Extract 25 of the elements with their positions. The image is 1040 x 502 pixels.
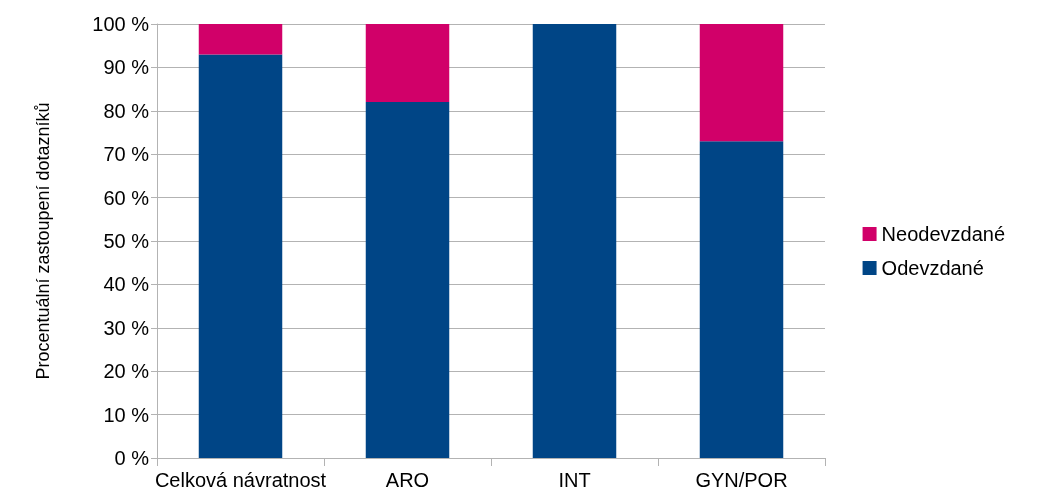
- bar: [699, 141, 784, 458]
- y-tick-label: 60 %: [103, 186, 150, 209]
- bar: [365, 102, 450, 458]
- legend-label: Odevzdané: [881, 257, 984, 279]
- x-tick-label: Celková návratnost: [154, 469, 327, 491]
- bar: [532, 24, 617, 458]
- y-tick-label: 50 %: [103, 230, 150, 252]
- y-tick-label: 100 %: [92, 13, 150, 35]
- y-tick-label: 30 %: [103, 316, 150, 339]
- x-tick-label: INT: [558, 469, 591, 491]
- bar: [198, 24, 283, 55]
- y-tick-label: 10 %: [103, 403, 150, 426]
- y-tick-label: 80 %: [103, 99, 150, 122]
- bar: [198, 54, 283, 458]
- y-tick-label: 90 %: [103, 56, 150, 79]
- bar: [699, 24, 784, 142]
- bar: [365, 24, 450, 103]
- y-tick-label: 70 %: [103, 143, 150, 166]
- y-tick-label: 40 %: [103, 273, 150, 296]
- y-axis-title: Procentuální zastoupení dotazníků: [33, 102, 53, 380]
- y-tick-label: 0 %: [114, 447, 150, 469]
- legend-label: Neodevzdané: [881, 223, 1006, 245]
- y-tick-label: 20 %: [103, 360, 150, 383]
- x-tick-label: GYN/POR: [695, 469, 788, 491]
- x-tick-label: ARO: [385, 469, 430, 491]
